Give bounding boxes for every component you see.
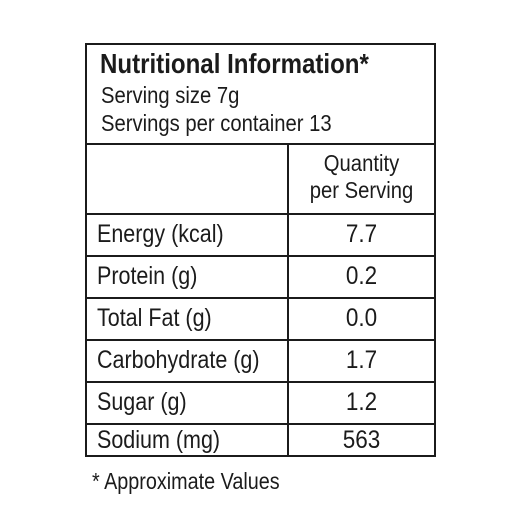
nutrient-value: 0.2 [345,262,378,290]
table-row: Sugar (g) 1.2 [87,383,434,425]
table-row: Total Fat (g) 0.0 [87,299,434,341]
footnote: * Approximate Values [92,468,280,494]
table-row: Carbohydrate (g) 1.7 [87,341,434,383]
nutrient-label: Carbohydrate (g) [97,346,260,374]
servings-per-container: Servings per container 13 [101,110,332,136]
nutrient-label: Sodium (mg) [97,426,221,454]
serving-size: Serving size 7g [101,82,240,108]
nutrient-label: Energy (kcal) [97,220,224,248]
nutrient-label: Total Fat (g) [97,304,212,332]
header-blank-cell [87,145,287,215]
nutrient-value: 0.0 [345,304,378,332]
nutrient-value: 7.7 [345,220,378,248]
column-header: Quantity per Serving [289,145,434,215]
nutrient-label: Sugar (g) [97,388,187,416]
table-row: Energy (kcal) 7.7 [87,215,434,257]
nutrient-value: 1.2 [345,388,378,416]
nutrient-label: Protein (g) [97,262,198,290]
nutrient-value: 563 [342,426,381,454]
nutrient-value: 1.7 [345,346,378,374]
table-row: Sodium (mg) 563 [87,425,434,455]
table-row: Protein (g) 0.2 [87,257,434,299]
nutrition-table: Nutritional Information* Serving size 7g… [85,43,436,457]
column-header-line2: per Serving [309,177,414,203]
column-header-line1: Quantity [323,150,400,176]
column-divider [287,143,289,455]
nutrition-title: Nutritional Information* [100,48,369,79]
nutrition-header: Nutritional Information* Serving size 7g… [87,45,434,145]
